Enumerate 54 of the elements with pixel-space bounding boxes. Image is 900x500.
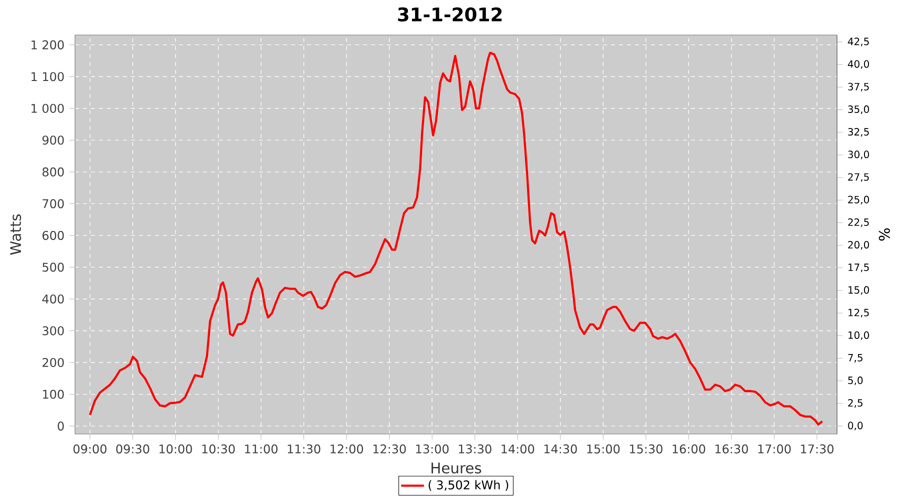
- x-tick-label: 14:30: [544, 444, 577, 454]
- y2-tick-label: 0,0: [848, 422, 863, 430]
- x-tick-label: 09:00: [73, 444, 106, 454]
- y2-tick-label: 30,0: [848, 150, 869, 160]
- y2-tick-label: 10,0: [848, 331, 869, 340]
- x-tick-label: 14:00: [502, 444, 534, 454]
- x-tick-label: 11:00: [245, 444, 278, 454]
- y-tick-label: 600: [42, 230, 64, 240]
- y2-tick-label: 12,5: [848, 308, 869, 318]
- x-tick-label: 09:30: [116, 444, 150, 454]
- y2-tick-label: 40,0: [848, 60, 869, 69]
- y2-tick-label: 35,0: [848, 105, 869, 114]
- x-tick-label: 17:00: [758, 444, 791, 454]
- y-tick-label: 400: [42, 294, 64, 304]
- y2-tick-label: 17,5: [848, 264, 869, 272]
- legend-label: ( 3,502 kWh ): [428, 480, 508, 491]
- x-tick-label: 10:00: [160, 444, 192, 454]
- y-axis-title: Watts: [10, 214, 22, 255]
- x-tick-label: 16:30: [715, 444, 748, 454]
- x-axis-title: Heures: [432, 462, 482, 474]
- y-tick-label: 1 200: [32, 40, 64, 50]
- y-tick-label: 200: [42, 358, 64, 368]
- y2-tick-label: 15,0: [848, 286, 869, 295]
- y-tick-label: 500: [42, 262, 64, 272]
- x-tick-label: 13:30: [458, 444, 492, 454]
- x-tick-label: 12:30: [373, 444, 406, 454]
- y2-tick-label: 25,0: [848, 196, 869, 204]
- x-tick-label: 16:00: [672, 444, 706, 454]
- y2-tick-label: 5,0: [848, 376, 863, 386]
- y-tick-label: 700: [42, 199, 64, 208]
- x-tick-label: 17:30: [801, 444, 834, 454]
- y2-tick-label: 22,5: [848, 218, 869, 227]
- y2-tick-label: 37,5: [848, 82, 869, 92]
- y-tick-label: 1 100: [32, 72, 64, 82]
- x-tick-label: 10:30: [202, 444, 235, 454]
- y-tick-label: 900: [42, 136, 64, 145]
- y-tick-label: 800: [42, 167, 64, 176]
- y2-tick-label: 7,5: [848, 354, 862, 362]
- y-tick-label: 100: [43, 390, 64, 399]
- y2-tick-label: 27,5: [848, 173, 869, 182]
- chart-title: 31-1-2012: [398, 7, 502, 22]
- y2-tick-label: 20,0: [848, 240, 869, 250]
- x-tick-label: 13:00: [416, 444, 449, 454]
- y-tick-label: 1 000: [32, 104, 64, 113]
- x-tick-label: 12:00: [330, 444, 364, 454]
- x-tick-label: 15:30: [630, 444, 662, 454]
- y2-axis-title: %: [878, 228, 890, 241]
- y-tick-label: 300: [42, 326, 64, 336]
- x-tick-label: 15:00: [587, 444, 620, 454]
- y2-tick-label: 32,5: [848, 128, 869, 137]
- x-tick-label: 11:30: [288, 444, 320, 454]
- y2-tick-label: 2,5: [848, 399, 862, 408]
- y2-tick-label: 42,5: [848, 38, 869, 46]
- y-tick-label: 0: [58, 422, 64, 431]
